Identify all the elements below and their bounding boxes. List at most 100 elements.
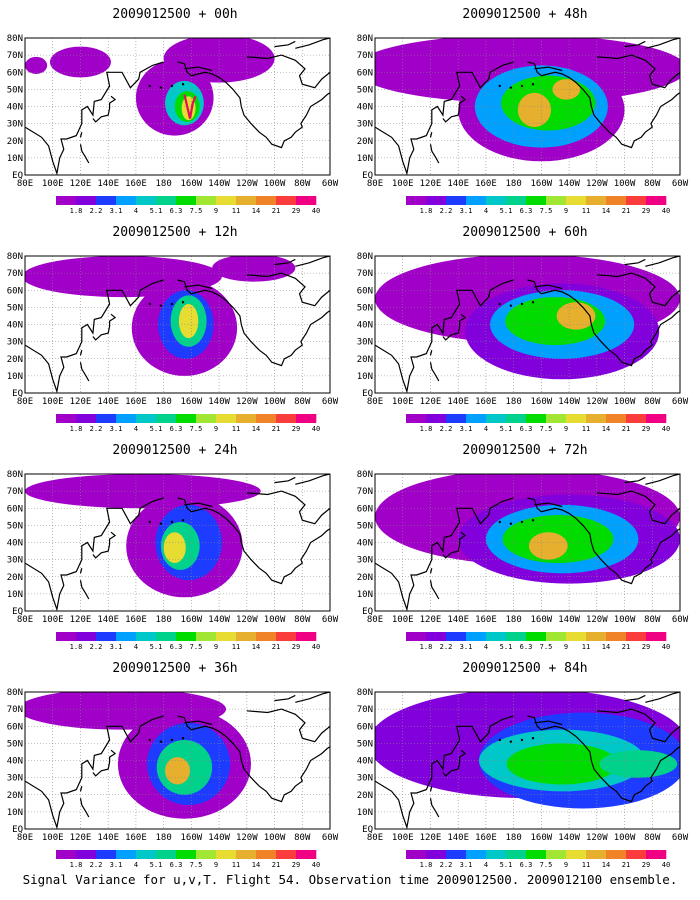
panel-title: 2009012500 + 72h	[462, 443, 588, 458]
island	[148, 84, 151, 88]
colorbar-swatch	[76, 850, 97, 859]
lon-label: 60W	[672, 179, 689, 189]
colorbar-label: 6.3	[170, 861, 183, 869]
colorbar-label: 4	[484, 207, 488, 215]
map-frame	[374, 255, 681, 394]
coastlines	[25, 38, 330, 175]
colorbar-label: 3.1	[110, 207, 123, 215]
lat-label: 70N	[7, 269, 23, 279]
colorbar-label: 7.5	[540, 425, 553, 433]
colorbar-swatch	[56, 196, 77, 205]
lat-label: 40N	[7, 757, 23, 767]
colorbar-label: 21	[272, 861, 280, 869]
coastline	[25, 279, 164, 393]
colorbar-label: 29	[292, 643, 300, 651]
colorbar-label: 7.5	[540, 643, 553, 651]
coastline	[442, 749, 467, 777]
colorbar-swatch	[566, 414, 587, 423]
coastline	[375, 715, 514, 829]
map-frame	[24, 473, 331, 612]
lat-label: 20N	[7, 137, 23, 147]
colorbar-label: 29	[642, 207, 650, 215]
colorbar-label: 14	[602, 207, 610, 215]
lon-label: 120E	[70, 833, 92, 843]
island	[181, 301, 185, 304]
colorbar-label: 21	[272, 207, 280, 215]
coastline	[92, 749, 117, 777]
lat-label: 20N	[357, 355, 373, 365]
coastline	[246, 272, 330, 307]
coastline	[92, 313, 117, 341]
coastline	[375, 497, 514, 611]
island	[498, 84, 501, 88]
lon-label: 160W	[531, 615, 553, 625]
lat-label: 40N	[7, 321, 23, 331]
lon-label: 60W	[672, 397, 689, 407]
colorbar-swatch	[136, 632, 157, 641]
colorbar-label: 3.1	[460, 207, 473, 215]
colorbar-label: 21	[622, 643, 630, 651]
colorbar-label: 5.1	[150, 425, 163, 433]
panel-12h: 2009012500 + 12h EQ 10N 20N 30N 40N 50N 60N 70N…	[0, 218, 350, 433]
lat-label: 70N	[357, 51, 373, 61]
colorbar-swatch	[216, 850, 237, 859]
colorbar-label: 5.1	[150, 207, 163, 215]
lon-label: 100E	[392, 179, 414, 189]
lon-label: 100W	[264, 615, 286, 625]
coastline	[375, 61, 514, 175]
lat-label: 10N	[7, 372, 23, 382]
lon-label: 160W	[531, 833, 553, 843]
panel-00h: 2009012500 + 00h EQ 10N 20N 30N 40N 50N 60N 70N…	[0, 0, 350, 215]
island	[170, 302, 174, 306]
colorbar-swatch	[196, 196, 217, 205]
colorbar-label: 11	[582, 425, 590, 433]
coastline	[92, 531, 117, 559]
variance-map-12h: EQ 10N 20N 30N 40N 50N 60N 70N 80N 80E 100E 120E 140…	[7, 252, 339, 433]
colorbar-swatch	[216, 196, 237, 205]
lon-label: 140W	[558, 179, 580, 189]
lat-label: 80N	[357, 688, 373, 698]
colorbar-swatch	[236, 850, 257, 859]
coastline	[295, 256, 330, 267]
contour-region	[165, 757, 190, 785]
colorbar-label: 11	[582, 643, 590, 651]
lat-label: 80N	[7, 34, 23, 44]
lat-label: 50N	[7, 85, 23, 95]
colorbar-label: 29	[292, 207, 300, 215]
island	[148, 302, 151, 306]
colorbar-swatch	[296, 632, 317, 641]
coastline	[375, 279, 514, 393]
coastline	[177, 279, 330, 367]
contour-region	[25, 56, 48, 74]
colorbar-swatch	[546, 414, 567, 423]
colorbar-swatch	[546, 850, 567, 859]
lat-label: EQ	[362, 607, 373, 617]
lon-label: 180	[156, 397, 172, 407]
lat-label: 30N	[357, 120, 373, 130]
lat-label: 50N	[7, 521, 23, 531]
coastlines	[375, 256, 680, 393]
colorbar-label: 2.2	[90, 861, 103, 869]
coastline	[527, 279, 680, 367]
colorbar-label: 9	[214, 207, 218, 215]
lon-label: 120W	[236, 833, 258, 843]
lon-label: 80E	[17, 615, 33, 625]
colorbar-swatch	[506, 632, 527, 641]
lon-label: 140E	[447, 833, 469, 843]
colorbar-label: 5.1	[150, 861, 163, 869]
colorbar-label: 40	[662, 425, 670, 433]
map-frame	[24, 691, 331, 830]
colorbar-swatch	[96, 850, 117, 859]
coastline	[184, 66, 213, 72]
island	[148, 520, 151, 524]
colorbar-label: 9	[214, 425, 218, 433]
lat-label: 60N	[357, 286, 373, 296]
lon-label: 160E	[475, 179, 497, 189]
lat-label: 10N	[357, 154, 373, 164]
coastline	[177, 61, 330, 149]
colorbar-label: 11	[582, 207, 590, 215]
island	[509, 304, 513, 307]
colorbar-label: 2.2	[90, 643, 103, 651]
coastline	[596, 272, 680, 307]
lat-label: 60N	[7, 286, 23, 296]
